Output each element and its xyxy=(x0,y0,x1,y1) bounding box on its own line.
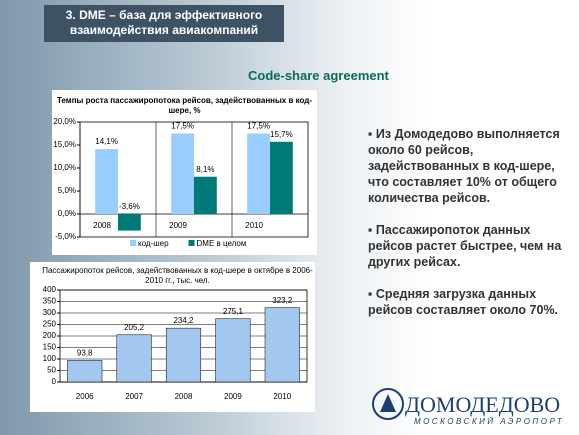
header-box xyxy=(44,5,284,42)
y-tick-label: 100 xyxy=(43,354,57,363)
bar xyxy=(67,360,103,383)
chart-title: Пассажиропоток рейсов, задействованных в… xyxy=(42,266,313,285)
y-tick-label: 150 xyxy=(43,343,57,352)
y-tick-label: 0 xyxy=(52,377,57,386)
header-line: взаимодействия авиакомпаний xyxy=(69,23,259,37)
x-tick-label: 2008 xyxy=(93,221,111,230)
logo-caption: МОСКОВСКИЙ АЭРОПОРТ xyxy=(414,417,565,426)
bar xyxy=(264,307,300,383)
bar xyxy=(270,141,293,214)
logo-name: ДОМОДЕДОВО xyxy=(405,392,561,417)
y-tick-label: 400 xyxy=(43,285,57,294)
value-label: 17,5% xyxy=(171,122,194,131)
legend-label: код-шер xyxy=(138,239,169,248)
chart-title: Темпы роста пассажиропотока рейсов, заде… xyxy=(56,96,313,115)
y-tick-label: 20,0% xyxy=(53,117,76,126)
bar xyxy=(165,327,202,383)
x-tick-label: 2009 xyxy=(169,221,187,230)
bar xyxy=(171,133,194,214)
value-label: -3,6% xyxy=(119,202,140,211)
y-tick-label: 200 xyxy=(43,331,57,340)
y-tick-label: 0,0% xyxy=(58,209,76,218)
y-tick-label: 300 xyxy=(43,308,57,317)
bar xyxy=(95,149,118,214)
legend-swatch xyxy=(130,240,136,246)
value-label: 14,1% xyxy=(95,137,118,146)
subtitle: Code-share agreement xyxy=(248,68,389,83)
bar xyxy=(194,176,217,214)
y-tick-label: 250 xyxy=(43,320,57,329)
bullet-list: Из Домодедово выполняется около 60 рейсо… xyxy=(368,126,564,334)
bar xyxy=(215,318,251,383)
bar xyxy=(247,133,270,214)
value-label: 275,1 xyxy=(223,307,244,316)
x-tick-label: 2010 xyxy=(245,221,263,230)
x-tick-label: 2007 xyxy=(125,392,143,401)
value-label: 93,8 xyxy=(77,349,93,358)
value-label: 205,2 xyxy=(124,323,145,332)
bullet: Из Домодедово выполняется около 60 рейсо… xyxy=(368,126,564,206)
legend-label: DME в целом xyxy=(197,239,247,248)
y-tick-label: 15,0% xyxy=(53,140,76,149)
bar xyxy=(116,334,152,383)
y-tick-label: 50 xyxy=(47,366,56,375)
bullet: Средняя загрузка данных рейсов составляе… xyxy=(368,286,564,318)
y-tick-label: 10,0% xyxy=(53,163,76,172)
header-line: 3. DME – база для эффективного xyxy=(65,8,263,22)
y-tick-label: 5,0% xyxy=(58,186,76,195)
value-label: 234,2 xyxy=(173,316,194,325)
x-tick-label: 2010 xyxy=(273,392,291,401)
y-tick-label: -5,0% xyxy=(55,232,76,241)
value-label: 323,2 xyxy=(272,296,293,305)
logo-emblem xyxy=(372,388,404,420)
value-label: 15,7% xyxy=(270,130,293,139)
value-label: 17,5% xyxy=(247,122,270,131)
x-tick-label: 2008 xyxy=(175,392,193,401)
bullet: Пассажиропоток данных рейсов растет быст… xyxy=(368,222,564,270)
bar xyxy=(118,214,141,231)
value-label: 8,1% xyxy=(196,165,214,174)
x-tick-label: 2006 xyxy=(76,392,94,401)
x-tick-label: 2009 xyxy=(224,392,242,401)
legend-swatch xyxy=(188,240,195,246)
header: 3. DME – база для эффективного взаимодей… xyxy=(44,8,284,38)
y-tick-label: 350 xyxy=(43,297,57,306)
